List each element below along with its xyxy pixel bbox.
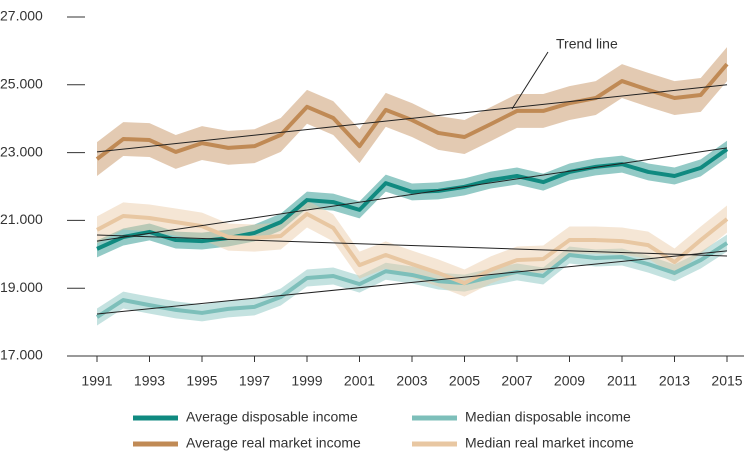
series-line: [96, 211, 729, 286]
series-line: [95, 241, 729, 319]
series-line: [95, 62, 729, 161]
series-line: [96, 147, 729, 251]
x-tick-label: 2009: [554, 373, 585, 389]
x-tick-label: 2001: [344, 373, 375, 389]
legend-label: Median real market income: [465, 435, 634, 451]
trends: [96, 84, 728, 315]
confidence-band: [97, 200, 727, 297]
y-tick-label: 21.000: [0, 211, 43, 227]
annotation-pointer: [511, 51, 549, 110]
x-tick-label: 2007: [501, 373, 532, 389]
y-tick-label: 19.000: [0, 279, 43, 295]
legend-label: Median disposable income: [465, 409, 631, 425]
x-tick-label: 1995: [186, 373, 217, 389]
x-tick-label: 2013: [659, 373, 690, 389]
y-tick-label: 27.000: [0, 8, 43, 24]
x-tick-label: 1993: [134, 373, 165, 389]
confidence-band: [97, 47, 727, 176]
y-tick-label: 23.000: [0, 143, 43, 159]
trend-line: [96, 250, 728, 315]
x-tick-label: 2011: [607, 373, 637, 389]
x-tick-label: 1997: [239, 373, 270, 389]
trend-line: [96, 147, 728, 242]
y-tick-label: 25.000: [0, 76, 43, 92]
x-tick-label: 2015: [711, 373, 742, 389]
trend-line: [96, 234, 728, 257]
x-tick-label: 1999: [291, 373, 322, 389]
x-tick-label: 2005: [449, 373, 480, 389]
legend-label: Average disposable income: [186, 409, 358, 425]
y-tick-label: 17.000: [0, 347, 43, 363]
x-tick-label: 2003: [396, 373, 427, 389]
bands: [97, 47, 727, 326]
trend-line: [96, 84, 728, 153]
legend-label: Average real market income: [186, 435, 361, 451]
lines: [95, 62, 729, 319]
x-tick-label: 1991: [81, 373, 112, 389]
annotation: Trend line: [556, 36, 618, 52]
